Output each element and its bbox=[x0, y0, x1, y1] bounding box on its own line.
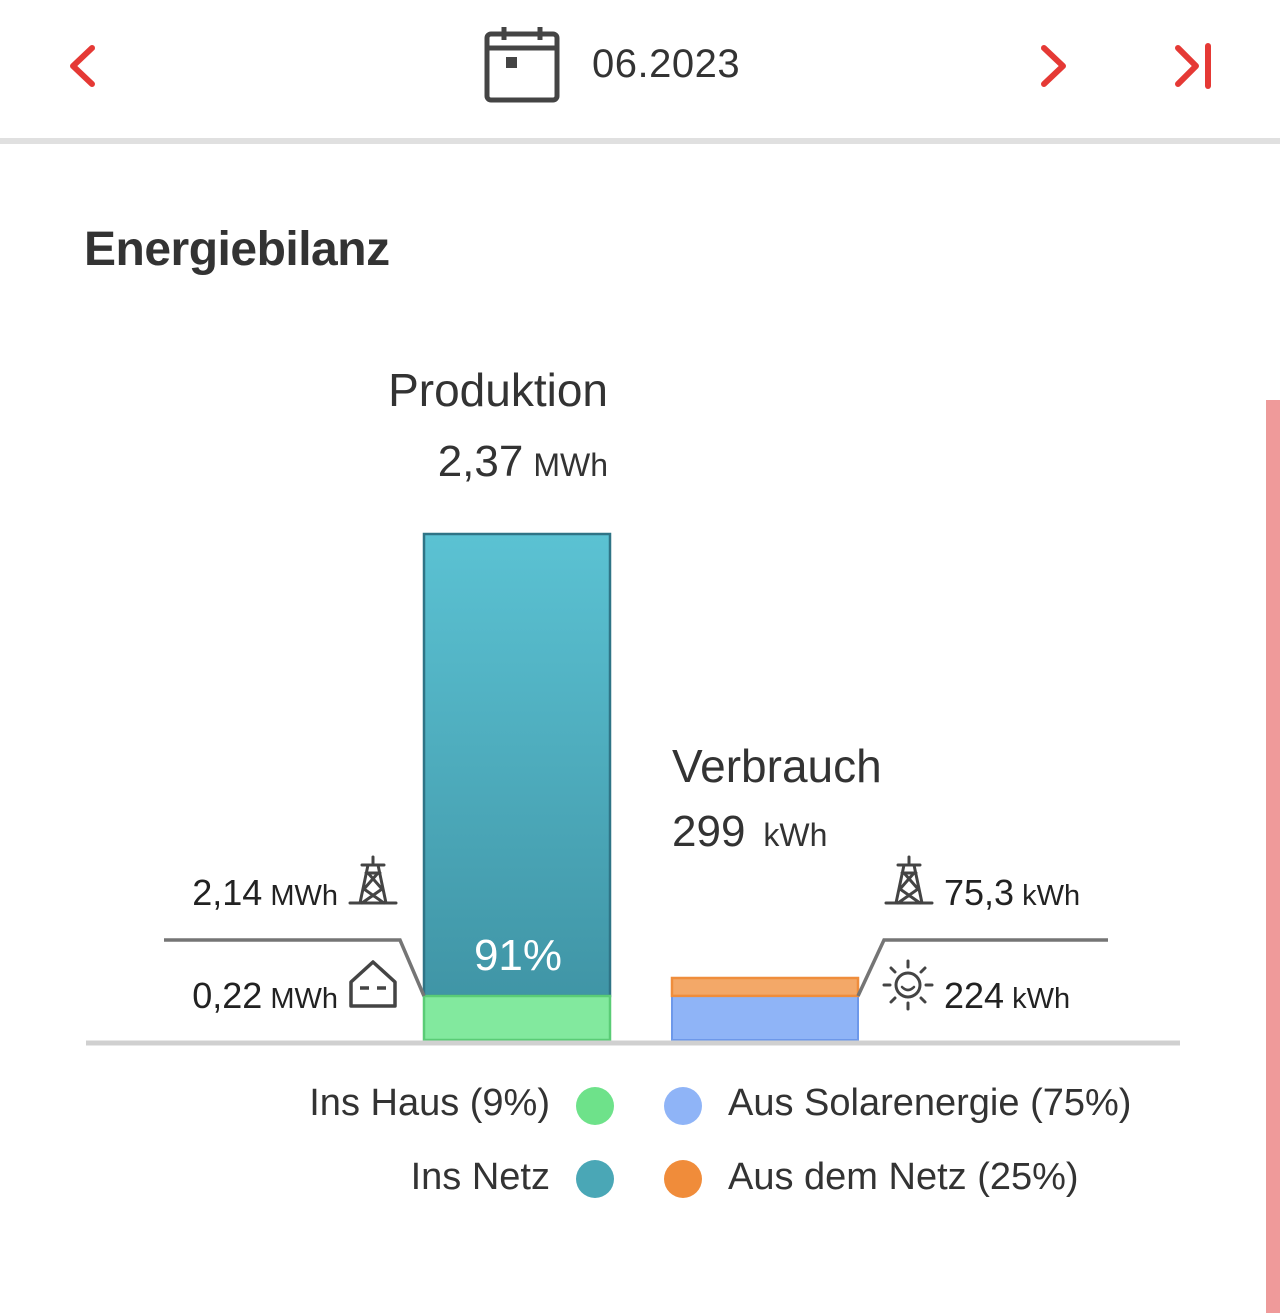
period-label[interactable]: 06.2023 bbox=[592, 42, 741, 86]
ins-netz-value-label: 2,14 MWh bbox=[192, 872, 338, 913]
ins-netz-value: 2,14 bbox=[192, 872, 262, 913]
legend-label-aus-dem-netz: Aus dem Netz (25%) bbox=[728, 1156, 1079, 1198]
bar-segment-ins-netz[interactable] bbox=[422, 532, 612, 998]
top-bar: 06.2023 bbox=[0, 0, 1280, 138]
previous-period-button[interactable] bbox=[48, 30, 118, 102]
aus-dem-netz-value: 75,3 bbox=[944, 872, 1014, 913]
sun-icon bbox=[882, 959, 934, 1011]
ins-netz-unit: MWh bbox=[270, 880, 338, 912]
legend-label-ins-netz: Ins Netz bbox=[410, 1156, 550, 1198]
chevron-right-icon bbox=[1041, 45, 1066, 87]
top-bar-divider bbox=[0, 138, 1280, 144]
consumption-total-value: 299 bbox=[672, 807, 745, 856]
bar-segment-aus-solarenergie[interactable] bbox=[671, 994, 859, 1042]
skip-to-end-icon bbox=[1175, 43, 1211, 89]
production-percent-label: 91% bbox=[474, 931, 562, 980]
legend-label-aus-solarenergie: Aus Solarenergie (75%) bbox=[728, 1082, 1132, 1124]
section-title: Energiebilanz bbox=[84, 223, 390, 276]
legend-dot-ins-haus bbox=[576, 1087, 614, 1125]
production-total: 2,37 MWh bbox=[438, 437, 608, 486]
aus-solarenergie-value-label: 224 kWh bbox=[944, 975, 1070, 1016]
chevron-left-icon bbox=[70, 45, 95, 87]
consumption-total: 299 kWh bbox=[672, 807, 827, 856]
bar-segment-ins-haus[interactable] bbox=[422, 994, 612, 1042]
production-split-line bbox=[164, 938, 426, 997]
house-icon bbox=[349, 960, 397, 1008]
ins-haus-unit: MWh bbox=[270, 983, 338, 1015]
scroll-indicator[interactable] bbox=[1266, 400, 1280, 1313]
power-pylon-icon bbox=[348, 855, 398, 905]
consumption-title: Verbrauch bbox=[672, 740, 882, 792]
legend-dot-ins-netz bbox=[576, 1160, 614, 1198]
legend-label-ins-haus: Ins Haus (9%) bbox=[309, 1082, 550, 1124]
next-period-button[interactable] bbox=[1018, 30, 1088, 102]
calendar-icon[interactable] bbox=[480, 24, 564, 106]
legend-dot-aus-dem-netz bbox=[664, 1160, 702, 1198]
energy-balance-chart: Produktion 2,37 MWh 91% 2,14 MWh 0,22 MWh V… bbox=[86, 364, 1180, 1046]
power-pylon-icon bbox=[884, 855, 934, 905]
production-total-value: 2,37 bbox=[438, 437, 524, 486]
last-period-button[interactable] bbox=[1158, 30, 1228, 102]
bar-segment-aus-dem-netz[interactable] bbox=[670, 976, 860, 998]
aus-solarenergie-unit: kWh bbox=[1012, 983, 1070, 1015]
production-title: Produktion bbox=[388, 364, 608, 416]
consumption-split-line bbox=[856, 938, 1108, 997]
legend-dot-aus-solarenergie bbox=[664, 1087, 702, 1125]
ins-haus-value: 0,22 bbox=[192, 975, 262, 1016]
production-total-unit: MWh bbox=[533, 447, 608, 483]
aus-dem-netz-unit: kWh bbox=[1022, 880, 1080, 912]
aus-solarenergie-value: 224 bbox=[944, 975, 1004, 1016]
consumption-total-unit: kWh bbox=[763, 817, 827, 853]
ins-haus-value-label: 0,22 MWh bbox=[192, 975, 338, 1016]
aus-dem-netz-value-label: 75,3 kWh bbox=[944, 872, 1080, 913]
